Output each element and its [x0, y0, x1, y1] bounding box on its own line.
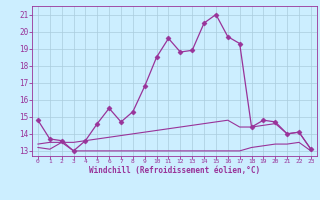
X-axis label: Windchill (Refroidissement éolien,°C): Windchill (Refroidissement éolien,°C) [89, 166, 260, 175]
